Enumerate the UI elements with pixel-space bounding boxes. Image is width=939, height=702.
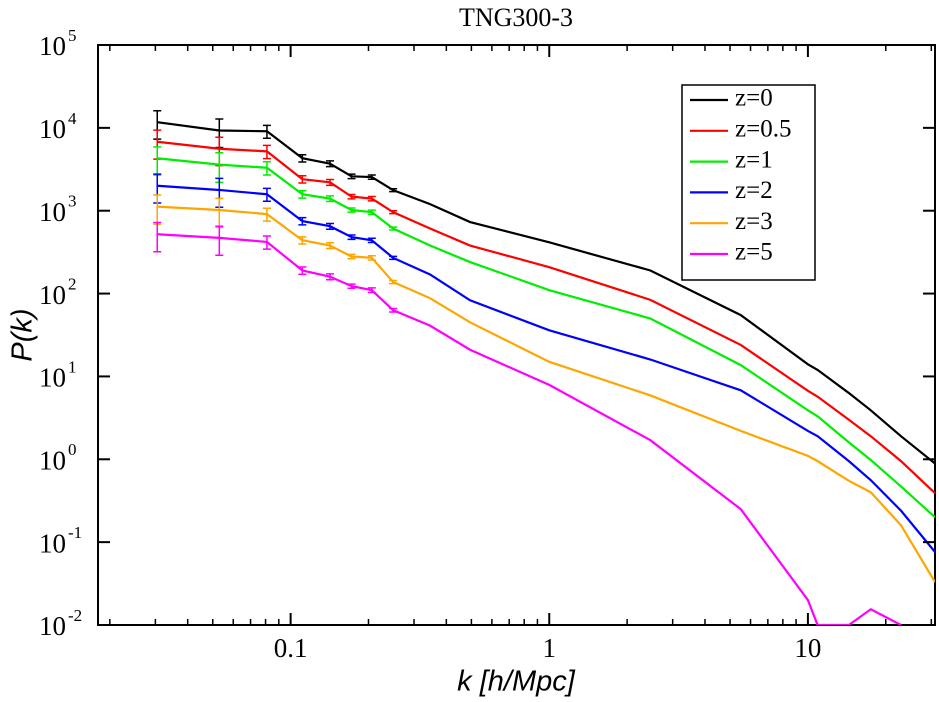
error-bar [326,195,335,203]
y-tick-label: 10 [39,445,66,475]
error-bar [389,255,398,261]
error-bar [298,175,307,184]
y-tick-exponent: 1 [68,357,77,376]
error-bar [367,287,376,294]
y-tick-label: 10 [39,31,66,61]
error-bar [347,193,356,200]
plot-area [153,109,935,625]
error-bar [262,124,271,139]
error-bar [347,207,356,213]
error-bar [347,253,356,260]
legend-label: z=3 [735,208,773,235]
error-bar [326,242,335,250]
error-bar [298,216,307,226]
series-line [157,233,902,625]
x-tick-label: 1 [543,633,557,663]
error-bar [298,266,307,276]
legend-label: z=0 [735,85,773,112]
y-tick-label: 10 [39,114,66,144]
y-tick-label: 10 [39,611,66,641]
error-bar [326,273,335,281]
error-bar [389,279,398,285]
legend-label: z=2 [735,177,773,204]
y-axis-label: P(k) [7,308,39,361]
chart-title: TNG300-3 [459,3,573,32]
x-tick-label: 10 [794,633,821,663]
series-line [157,157,935,519]
error-bar [153,146,162,176]
error-bar [389,226,398,231]
series-line [157,205,935,583]
error-bar [347,173,356,180]
error-bar [298,190,307,199]
y-tick-exponent: 3 [68,192,77,211]
error-bar [153,221,162,253]
error-bar [298,154,307,163]
error-bar [262,160,271,176]
error-bar [367,255,376,261]
y-tick-label: 10 [39,363,66,393]
y-tick-label: 10 [39,280,66,310]
x-tick-label: 0.1 [274,633,308,663]
error-bar [262,207,271,222]
error-bar [262,187,271,203]
error-bar [389,307,398,313]
legend-label: z=1 [735,146,773,173]
error-bar [326,160,335,168]
y-tick-exponent: 2 [68,274,77,293]
error-bar [298,236,307,245]
legend-label: z=5 [735,239,773,266]
y-tick-exponent: 5 [68,26,77,45]
error-bar [347,283,356,289]
x-axis-label: k [h/Mpc] [457,666,576,698]
y-tick-label: 10 [39,528,66,558]
error-bar [367,209,376,216]
error-bar [389,210,398,215]
plot-frame [97,44,936,626]
error-bar [367,174,376,180]
error-bar [153,194,162,225]
error-bar [367,237,376,244]
error-bar [215,225,224,257]
y-tick-label: 10 [39,197,66,227]
error-bar [326,222,335,230]
error-bar [262,235,271,250]
error-bar [367,195,376,202]
legend-box [681,84,816,281]
error-bar [326,178,335,187]
y-tick-exponent: -2 [68,606,82,625]
y-tick-exponent: -1 [68,523,82,542]
error-bar [215,197,224,229]
y-tick-exponent: 0 [68,440,77,459]
error-bar [262,144,271,160]
legend-label: z=0.5 [735,116,791,143]
series-line [157,140,935,494]
error-bar [389,188,398,193]
error-bar [347,234,356,241]
y-tick-exponent: 4 [68,109,77,128]
